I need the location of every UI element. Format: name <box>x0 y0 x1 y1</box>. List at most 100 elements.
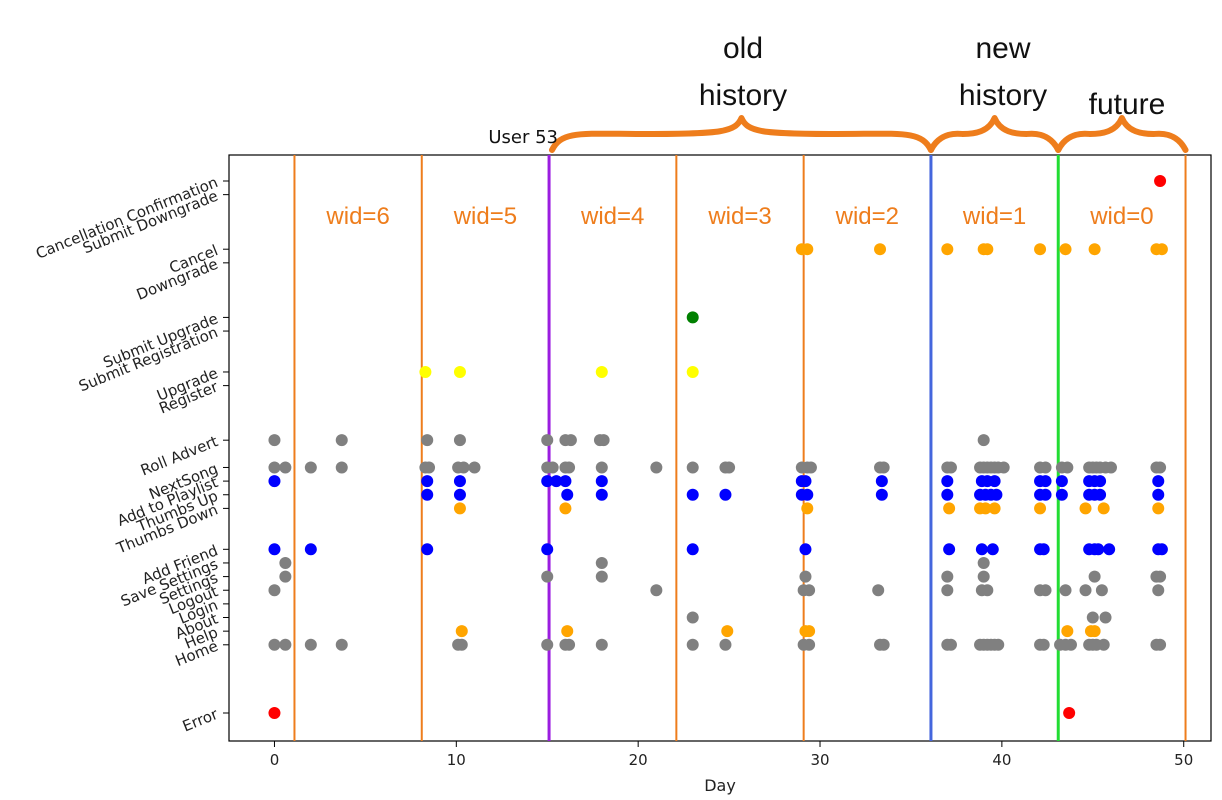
point-add-to-playlist <box>989 475 1001 487</box>
point-home <box>563 639 575 651</box>
point-help <box>1089 625 1101 637</box>
point-home <box>336 639 348 651</box>
point-add-to-playlist <box>268 475 280 487</box>
point-cancel <box>1089 243 1101 255</box>
point-home <box>803 639 815 651</box>
point-thumbs-up <box>801 489 813 501</box>
point-upgrade <box>454 366 466 378</box>
window-label-wid-5: wid=5 <box>453 203 517 230</box>
point-add-to-playlist <box>559 475 571 487</box>
point-add-friend <box>421 543 433 555</box>
point-home <box>878 639 890 651</box>
point-add-to-playlist <box>876 475 888 487</box>
point-thumbs-up <box>687 489 699 501</box>
point-thumbs-down <box>454 502 466 514</box>
point-home <box>456 639 468 651</box>
point-cancel <box>874 243 886 255</box>
point-thumbs-down <box>1034 502 1046 514</box>
point-settings <box>799 571 811 583</box>
point-home <box>1038 639 1050 651</box>
point-thumbs-up <box>1040 489 1052 501</box>
point-about <box>687 612 699 624</box>
point-nextsong <box>563 461 575 473</box>
point-error <box>1063 707 1075 719</box>
window-label-wid-6: wid=6 <box>325 203 389 230</box>
point-thumbs-up <box>1152 489 1164 501</box>
point-thumbs-down <box>1152 502 1164 514</box>
point-thumbs-up <box>421 489 433 501</box>
window-label-wid-2: wid=2 <box>835 203 899 230</box>
section-brace <box>931 118 1058 150</box>
x-axis: 0 10 20 30 40 50 <box>270 741 1194 769</box>
point-nextsong <box>878 461 890 473</box>
point-logout <box>981 584 993 596</box>
point-home <box>268 639 280 651</box>
point-roll-advert <box>421 434 433 446</box>
section-brace <box>1058 118 1185 150</box>
x-tick-label: 40 <box>992 751 1011 769</box>
point-nextsong <box>998 461 1010 473</box>
point-add-friend <box>1038 543 1050 555</box>
point-submit-upgrade <box>687 311 699 323</box>
point-settings <box>596 571 608 583</box>
point-cancel <box>1034 243 1046 255</box>
point-help <box>561 625 573 637</box>
point-logout <box>872 584 884 596</box>
point-logout <box>803 584 815 596</box>
point-about <box>1087 612 1099 624</box>
point-logout <box>1096 584 1108 596</box>
point-add-to-playlist <box>454 475 466 487</box>
point-thumbs-up <box>596 489 608 501</box>
point-save-settings <box>596 557 608 569</box>
point-roll-advert <box>978 434 990 446</box>
point-logout <box>941 584 953 596</box>
point-add-friend <box>943 543 955 555</box>
point-help <box>456 625 468 637</box>
point-add-to-playlist <box>1152 475 1164 487</box>
window-label-wid-0: wid=0 <box>1089 203 1153 230</box>
point-add-friend <box>1156 543 1168 555</box>
point-home <box>945 639 957 651</box>
point-add-friend <box>305 543 317 555</box>
point-logout <box>650 584 662 596</box>
point-upgrade <box>596 366 608 378</box>
point-thumbs-up <box>561 489 573 501</box>
section-brace <box>552 118 931 150</box>
window-label-wid-4: wid=4 <box>580 203 644 230</box>
point-add-friend <box>541 543 553 555</box>
point-home <box>1065 639 1077 651</box>
point-thumbs-down <box>1098 502 1110 514</box>
x-tick-label: 30 <box>810 751 829 769</box>
point-settings <box>978 571 990 583</box>
point-cancel <box>801 243 813 255</box>
point-nextsong <box>458 461 470 473</box>
point-help <box>803 625 815 637</box>
point-logout <box>1060 584 1072 596</box>
point-roll-advert <box>454 434 466 446</box>
point-home <box>719 639 731 651</box>
point-thumbs-up <box>454 489 466 501</box>
x-tick-label: 0 <box>270 751 280 769</box>
point-add-to-playlist <box>1040 475 1052 487</box>
point-about <box>1100 612 1112 624</box>
point-nextsong <box>650 461 662 473</box>
point-roll-advert <box>541 434 553 446</box>
point-cancel <box>981 243 993 255</box>
window-label-wid-3: wid=3 <box>707 203 771 230</box>
point-logout <box>1080 584 1092 596</box>
section-label: history <box>959 79 1047 112</box>
x-tick-label: 20 <box>629 751 648 769</box>
window-label-wid-1: wid=1 <box>962 203 1026 230</box>
section-labels: old history new history future <box>699 32 1166 121</box>
point-thumbs-down <box>943 502 955 514</box>
point-home <box>687 639 699 651</box>
brace-annotations <box>552 118 1186 150</box>
point-roll-advert <box>268 434 280 446</box>
point-thumbs-down <box>1080 502 1092 514</box>
point-home <box>279 639 291 651</box>
point-error <box>268 707 280 719</box>
point-add-to-playlist <box>596 475 608 487</box>
point-add-friend <box>1103 543 1115 555</box>
point-home <box>596 639 608 651</box>
